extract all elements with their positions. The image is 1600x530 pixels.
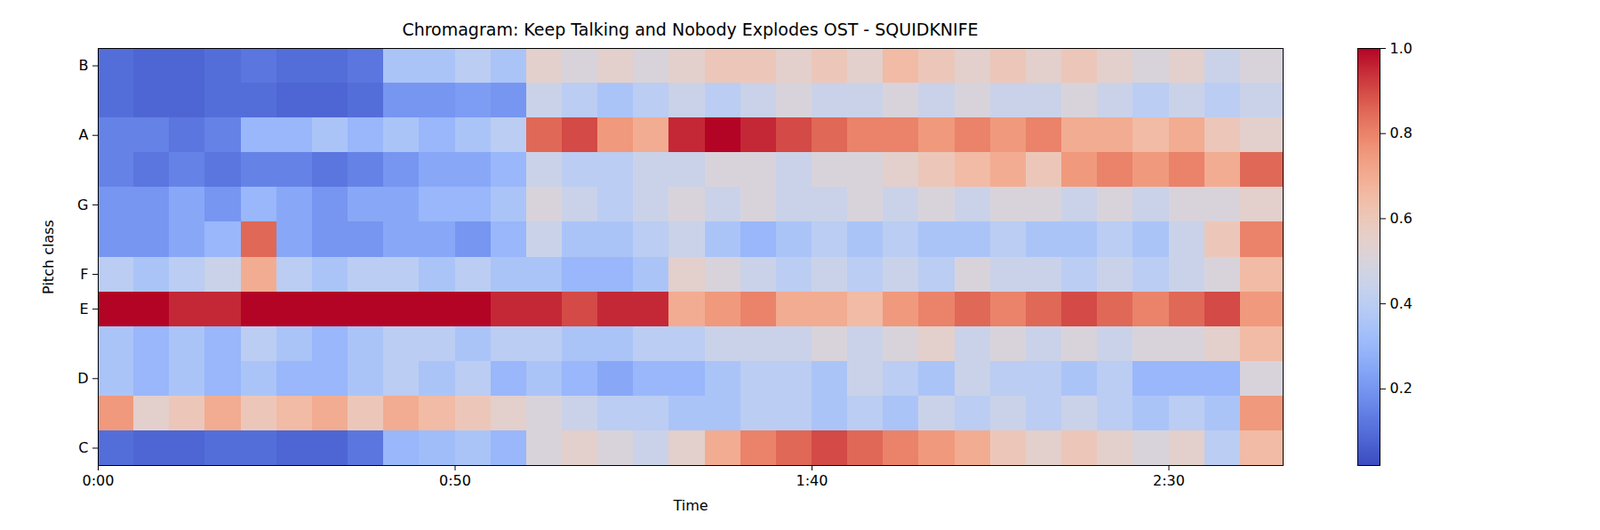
svg-text:2:30: 2:30 — [1152, 472, 1185, 489]
svg-text:A: A — [79, 126, 89, 144]
svg-text:D: D — [77, 369, 88, 387]
svg-text:0:00: 0:00 — [82, 472, 115, 489]
svg-text:E: E — [79, 300, 88, 318]
svg-text:0.8: 0.8 — [1390, 124, 1413, 142]
svg-text:C: C — [78, 439, 88, 456]
svg-text:B: B — [79, 56, 89, 74]
svg-text:0.4: 0.4 — [1390, 295, 1413, 312]
svg-text:Time: Time — [672, 496, 708, 514]
svg-text:Pitch class: Pitch class — [40, 219, 57, 295]
svg-text:G: G — [77, 195, 88, 213]
svg-text:1:40: 1:40 — [796, 472, 829, 489]
svg-text:1.0: 1.0 — [1390, 40, 1413, 57]
html-text:Chromagram: Keep Talking and N: Chromagram: Keep Talking and Nobody Expl… — [402, 19, 979, 40]
svg-text:0:50: 0:50 — [439, 472, 472, 489]
svg-text:F: F — [80, 265, 88, 283]
svg-text:0.6: 0.6 — [1390, 209, 1413, 227]
svg-text:0.2: 0.2 — [1390, 379, 1413, 397]
